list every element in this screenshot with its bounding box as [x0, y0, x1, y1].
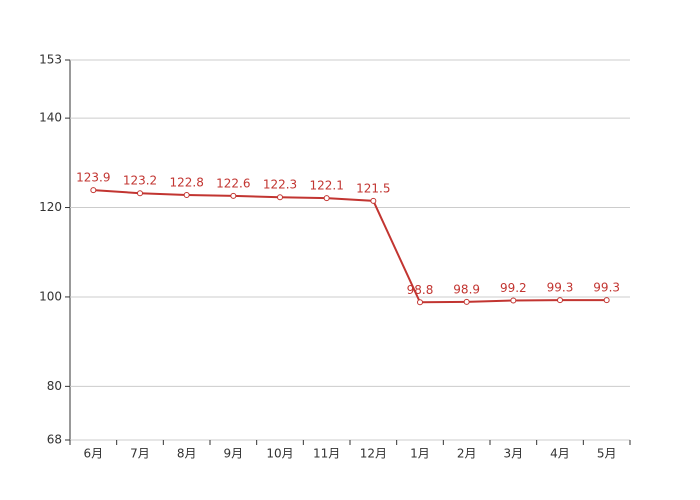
point	[603, 297, 610, 304]
x-tick-label: 7月	[130, 447, 150, 461]
data-label: 123.9	[76, 171, 110, 185]
x-tick-label: 4月	[550, 447, 570, 461]
point	[277, 194, 283, 201]
data-label: 99.3	[593, 281, 620, 295]
data-label: 122.6	[216, 176, 250, 190]
data-label: 123.2	[123, 174, 157, 188]
point	[183, 192, 190, 199]
point	[137, 190, 143, 197]
data-label: 98.8	[407, 283, 434, 297]
point	[557, 297, 563, 304]
data-label: 122.1	[309, 179, 343, 193]
x-tick-label: 2月	[457, 447, 477, 461]
data-label: 122.3	[263, 178, 297, 192]
x-tick-label: 3月	[504, 447, 524, 461]
x-tick-label: 10月	[266, 447, 293, 461]
data-label: 122.8	[169, 176, 203, 190]
x-tick-label: 9月	[224, 447, 244, 461]
x-tick-label: 11月	[313, 447, 340, 461]
point	[417, 299, 423, 306]
point	[323, 195, 330, 202]
y-tick-label: 68	[47, 433, 62, 447]
y-tick-label: 100	[39, 289, 62, 303]
x-tick-label: 6月	[84, 447, 104, 461]
y-tick-label: 80	[47, 379, 62, 393]
y-tick-label: 140	[39, 111, 62, 125]
data-label: 121.5	[356, 181, 390, 195]
x-tick-label: 12月	[360, 447, 387, 461]
point	[230, 192, 237, 199]
data-label: 99.2	[500, 281, 527, 295]
data-label: 98.9	[453, 282, 480, 296]
point	[463, 298, 470, 305]
y-tick-label: 153	[39, 53, 62, 67]
line	[93, 189, 607, 304]
data-label: 99.3	[547, 281, 574, 295]
x-tick-label: 8月	[177, 447, 197, 461]
x-tick-label: 1月	[410, 447, 430, 461]
y-tick-label: 120	[39, 200, 62, 214]
point	[370, 197, 377, 204]
point	[510, 297, 517, 304]
point	[90, 187, 97, 194]
x-tick-label: 5月	[597, 447, 617, 461]
